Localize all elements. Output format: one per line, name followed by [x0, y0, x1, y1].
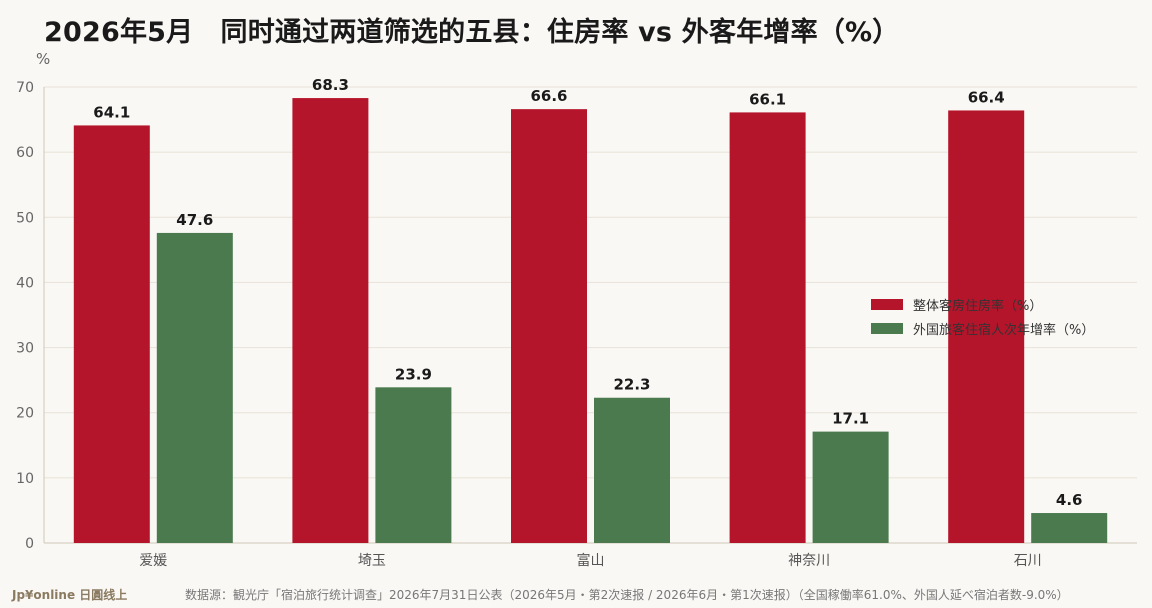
bar-value-label: 68.3 [312, 76, 349, 94]
legend: 整体客房住房率（%） 外国旅客住宿人次年增率（%） [871, 292, 1094, 340]
value-labels: 64.1 47.6 68.3 23.9 66.6 22.3 66.1 17.1 66.4 4.6 [93, 76, 1082, 509]
y-tick-label: 20 [16, 406, 34, 422]
bars [73, 98, 1108, 544]
y-axis-ticks: 0 10 20 30 40 50 60 70 [16, 80, 34, 552]
category-labels: 爱媛 埼玉 富山 神奈川 石川 [139, 552, 1041, 569]
bar [594, 397, 670, 543]
bar-value-label: 66.6 [530, 87, 567, 105]
y-tick-label: 60 [16, 145, 34, 161]
category-label: 神奈川 [788, 553, 830, 569]
category-label: 富山 [577, 552, 605, 569]
legend-swatch-foreign-growth [871, 322, 903, 334]
legend-swatch-occupancy [871, 298, 903, 310]
bar-value-label: 66.4 [968, 88, 1005, 106]
y-axis-unit: % [36, 50, 51, 68]
category-label: 爱媛 [139, 553, 167, 569]
y-tick-label: 10 [16, 471, 34, 487]
bar [511, 109, 587, 544]
bar-value-label: 17.1 [832, 410, 869, 428]
legend-label-foreign-growth: 外国旅客住宿人次年增率（%） [913, 322, 1095, 338]
y-tick-label: 70 [16, 80, 34, 96]
bar [156, 232, 233, 544]
bar [73, 125, 150, 543]
bar [292, 98, 369, 544]
chart-title: 2026年5月 同时通过两道筛选的五县：住房率 vs 外客年增率（%） [44, 17, 900, 48]
footer-source: 数据源：観光庁「宿泊旅行统计调查」2026年7月31日公表（2026年5月・第2… [185, 588, 1069, 602]
y-tick-label: 0 [25, 536, 34, 552]
bar [1031, 513, 1108, 543]
bar [729, 112, 806, 544]
bar [812, 431, 889, 543]
legend-item-foreign-growth: 外国旅客住宿人次年增率（%） [871, 316, 1094, 340]
y-tick-label: 30 [16, 341, 34, 357]
y-tick-label: 50 [16, 210, 34, 226]
bar [375, 387, 452, 543]
bar-value-label: 23.9 [395, 365, 432, 383]
bar-value-label: 4.6 [1056, 491, 1083, 509]
category-label: 埼玉 [358, 553, 386, 569]
legend-label-occupancy: 整体客房住房率（%） [913, 298, 1043, 314]
legend-item-occupancy: 整体客房住房率（%） [871, 292, 1094, 316]
bar-value-label: 66.1 [749, 90, 786, 108]
y-tick-label: 40 [16, 275, 34, 291]
footer-brand: Jp¥online 日圓线上 [12, 588, 128, 602]
category-label: 石川 [1014, 553, 1042, 569]
bar [948, 110, 1025, 544]
bar-value-label: 64.1 [93, 103, 130, 121]
bar-value-label: 22.3 [613, 376, 650, 394]
bar-value-label: 47.6 [176, 211, 213, 229]
